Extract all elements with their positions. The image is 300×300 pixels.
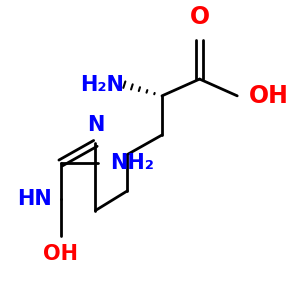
Text: O: O [190,5,210,29]
Text: OH: OH [43,244,78,264]
Text: N: N [87,115,104,135]
Text: NH₂: NH₂ [110,153,154,173]
Text: H₂N: H₂N [80,75,124,95]
Text: HN: HN [17,189,52,209]
Text: OH: OH [249,84,289,108]
